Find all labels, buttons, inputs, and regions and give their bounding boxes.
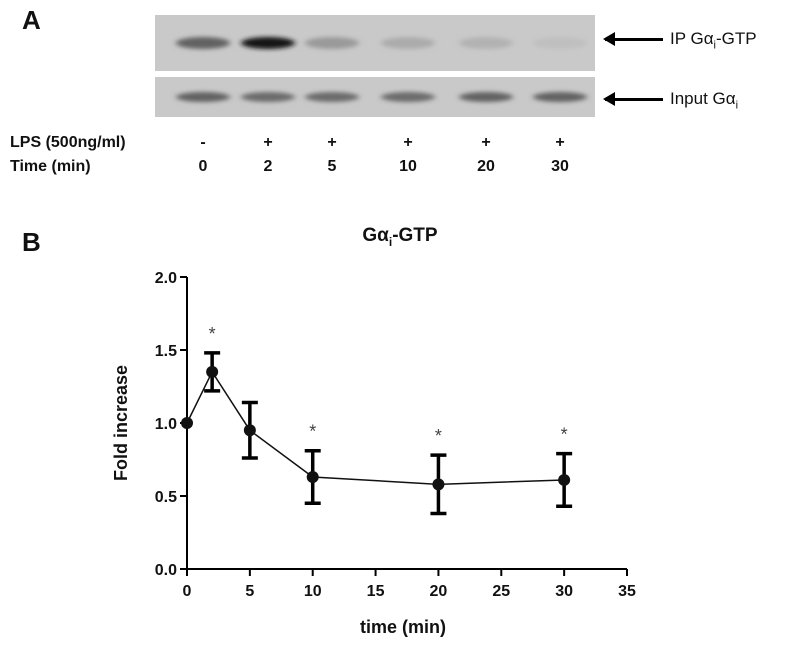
series-line (186, 370, 565, 486)
data-point-3 (306, 471, 319, 484)
lps-row-label: LPS (500ng/ml) (10, 134, 126, 151)
panel-b-letter: B (22, 227, 41, 257)
x-tick-label-5: 25 (492, 583, 510, 600)
input-arrow (603, 92, 663, 106)
time-row-label: Time (min) (10, 158, 91, 175)
ip-label-sub: i (713, 39, 716, 52)
ip-arrow (603, 32, 663, 46)
x-tick-label-0: 0 (183, 583, 192, 600)
ip-label-suffix: -GTP (715, 29, 757, 48)
significance-marker-5: * (561, 425, 568, 445)
lps-value-0: - (200, 134, 206, 151)
x-tick-label-7: 35 (618, 583, 636, 600)
time-value-0: 0 (198, 158, 208, 175)
ip-band-4 (459, 37, 513, 49)
input-blot (155, 77, 595, 117)
data-point-5 (558, 473, 571, 486)
input-band-3 (381, 92, 435, 102)
panel-a-letter: A (22, 5, 41, 35)
x-tick-label-3: 15 (367, 583, 385, 600)
ip-blot (155, 15, 595, 71)
y-axis-label: Fold increase (111, 365, 131, 481)
data-point-2 (243, 424, 256, 437)
x-axis-label: time (min) (360, 617, 446, 637)
input-label: Input Gαi (670, 89, 738, 111)
time-value-4: 20 (477, 158, 495, 175)
input-label-sub: i (735, 99, 739, 112)
data-point-4 (432, 478, 445, 491)
data-point-0 (181, 417, 193, 429)
data-point-1 (206, 365, 219, 378)
chart-title-suffix: -GTP (392, 225, 438, 246)
input-band-5 (533, 92, 587, 102)
x-tick-label-6: 30 (555, 583, 573, 600)
ip-band-2 (305, 37, 359, 49)
time-value-3: 10 (399, 158, 417, 175)
input-band-4 (459, 92, 513, 102)
significance-marker-4: * (435, 426, 442, 446)
y-tick-label-0: 0.0 (155, 562, 177, 579)
lps-value-4: + (481, 134, 491, 151)
x-tick-label-4: 20 (430, 583, 448, 600)
ip-band-0 (176, 37, 230, 49)
y-tick-label-1: 0.5 (155, 489, 177, 506)
significance-marker-1: * (209, 324, 216, 344)
ip-band-3 (381, 37, 435, 49)
lps-value-3: + (403, 134, 413, 151)
ip-band-5 (533, 37, 587, 49)
time-value-2: 5 (327, 158, 337, 175)
x-tick-label-2: 10 (304, 583, 322, 600)
ip-label: IP Gαi-GTP (670, 29, 757, 51)
time-value-5: 30 (551, 158, 569, 175)
x-tick-label-1: 5 (245, 583, 254, 600)
time-value-1: 2 (263, 158, 273, 175)
input-label-text: Input Gα (670, 89, 736, 108)
lps-value-2: + (327, 134, 337, 151)
lps-value-5: + (555, 134, 565, 151)
y-tick-label-2: 1.0 (155, 416, 177, 433)
ip-label-text: IP Gα (670, 29, 714, 48)
y-tick-label-3: 1.5 (155, 343, 177, 360)
input-band-1 (241, 92, 295, 102)
y-tick-label-4: 2.0 (155, 270, 177, 287)
input-band-0 (176, 92, 230, 102)
input-band-2 (305, 92, 359, 102)
chart-title-sub: i (389, 235, 392, 249)
significance-marker-3: * (309, 422, 316, 442)
chart-title-main: Gα (362, 225, 389, 246)
ip-band-1 (241, 37, 295, 49)
lps-value-1: + (263, 134, 273, 151)
chart-title: Gαi-GTP (362, 225, 438, 249)
